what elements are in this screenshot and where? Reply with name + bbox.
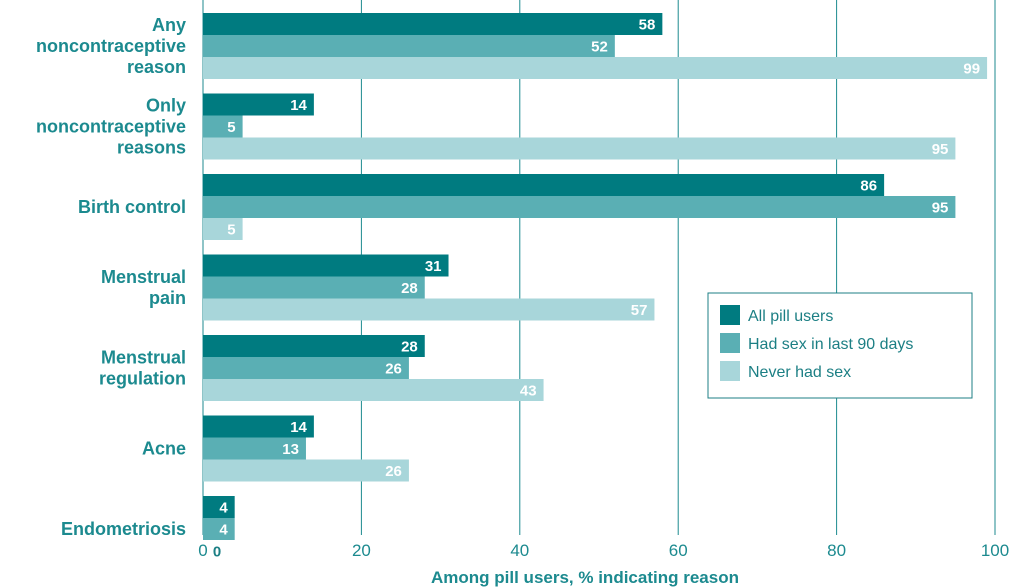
category-label-2: Birth control	[78, 197, 186, 217]
value-label-6-1: 4	[219, 522, 228, 539]
value-label-4-0: 28	[401, 339, 418, 356]
value-label-2-0: 86	[860, 178, 877, 195]
category-label-line: Any	[152, 15, 186, 35]
bar-5-2	[203, 459, 409, 482]
value-label-2-1: 95	[932, 200, 949, 217]
category-label-line: Birth control	[78, 197, 186, 217]
bar-3-1	[203, 276, 425, 299]
category-label-line: Endometriosis	[61, 519, 186, 539]
category-label-line: regulation	[99, 369, 186, 389]
category-label-line: reason	[127, 57, 186, 77]
legend-box	[707, 292, 973, 399]
bar-2-0	[203, 174, 885, 196]
legend-label-1: Had sex in last 90 days	[748, 336, 913, 353]
bar-1-1	[203, 115, 243, 138]
bar-3-2	[203, 298, 655, 321]
category-label-line: reasons	[117, 138, 186, 158]
category-label-line: Menstrual	[101, 267, 186, 287]
category-label-4: Menstrual regulation	[99, 348, 186, 389]
bar-0-2	[203, 57, 988, 79]
category-label-line: Menstrual	[101, 348, 186, 368]
bar-6-0	[203, 496, 235, 518]
category-label-6: Endometriosis	[61, 519, 186, 539]
value-label-4-2: 43	[520, 383, 537, 400]
category-label-3: Menstrual pain	[101, 267, 186, 308]
value-label-3-0: 31	[425, 258, 442, 275]
bar-5-0	[203, 415, 314, 438]
bar-5-1	[203, 437, 306, 460]
bar-2-2	[203, 218, 243, 240]
bar-0-1	[203, 35, 615, 57]
legend: All pill users Had sex in last 90 days Nev…	[707, 292, 973, 399]
bar-4-0	[203, 335, 425, 357]
value-label-5-2: 26	[385, 463, 402, 480]
value-label-6-0: 4	[219, 500, 228, 517]
category-label-line: Only	[146, 96, 186, 116]
value-label-5-0: 14	[290, 419, 307, 436]
category-label-0: Any noncontraceptive reason	[36, 15, 186, 77]
value-label-1-2: 95	[932, 141, 949, 158]
value-label-3-1: 28	[401, 280, 418, 297]
value-label-4-1: 26	[385, 361, 402, 378]
bar-1-0	[203, 93, 314, 116]
legend-label-2: Never had sex	[748, 364, 851, 381]
x-tick-label-80: 80	[827, 541, 846, 560]
x-tick-label-0: 0	[198, 541, 207, 560]
category-label-1: Only noncontraceptive reasons	[36, 96, 186, 158]
value-label-6-2: 0	[213, 544, 221, 561]
category-label-line: noncontraceptive	[36, 36, 186, 56]
category-label-line: pain	[149, 288, 186, 308]
bar-4-1	[203, 357, 409, 379]
bar-6-1	[203, 518, 235, 540]
legend-swatch-1	[720, 333, 740, 353]
x-axis-title: Among pill users, % indicating reason	[431, 568, 739, 587]
value-label-1-1: 5	[227, 119, 235, 136]
x-tick-label-100: 100	[981, 541, 1009, 560]
legend-swatch-2	[720, 361, 740, 381]
x-tick-label-20: 20	[352, 541, 371, 560]
bar-4-2	[203, 379, 544, 401]
value-label-0-1: 52	[591, 39, 608, 56]
value-label-1-0: 14	[290, 97, 307, 114]
bar-0-0	[203, 13, 663, 35]
x-tick-labels: 0 20 40 60 80 100	[198, 541, 1009, 560]
value-label-5-1: 13	[282, 441, 299, 458]
x-tick-label-40: 40	[510, 541, 529, 560]
legend-swatch-0	[720, 305, 740, 325]
value-label-0-0: 58	[639, 17, 656, 34]
value-label-3-2: 57	[631, 302, 648, 319]
category-label-line: noncontraceptive	[36, 117, 186, 137]
bar-2-1	[203, 196, 956, 218]
x-tick-label-60: 60	[669, 541, 688, 560]
bar-3-0	[203, 254, 449, 277]
legend-label-0: All pill users	[748, 308, 833, 325]
bar-1-2	[203, 137, 956, 160]
value-label-2-2: 5	[227, 222, 235, 239]
value-label-0-2: 99	[963, 61, 980, 78]
category-label-5: Acne	[142, 439, 186, 459]
category-label-line: Acne	[142, 439, 186, 459]
